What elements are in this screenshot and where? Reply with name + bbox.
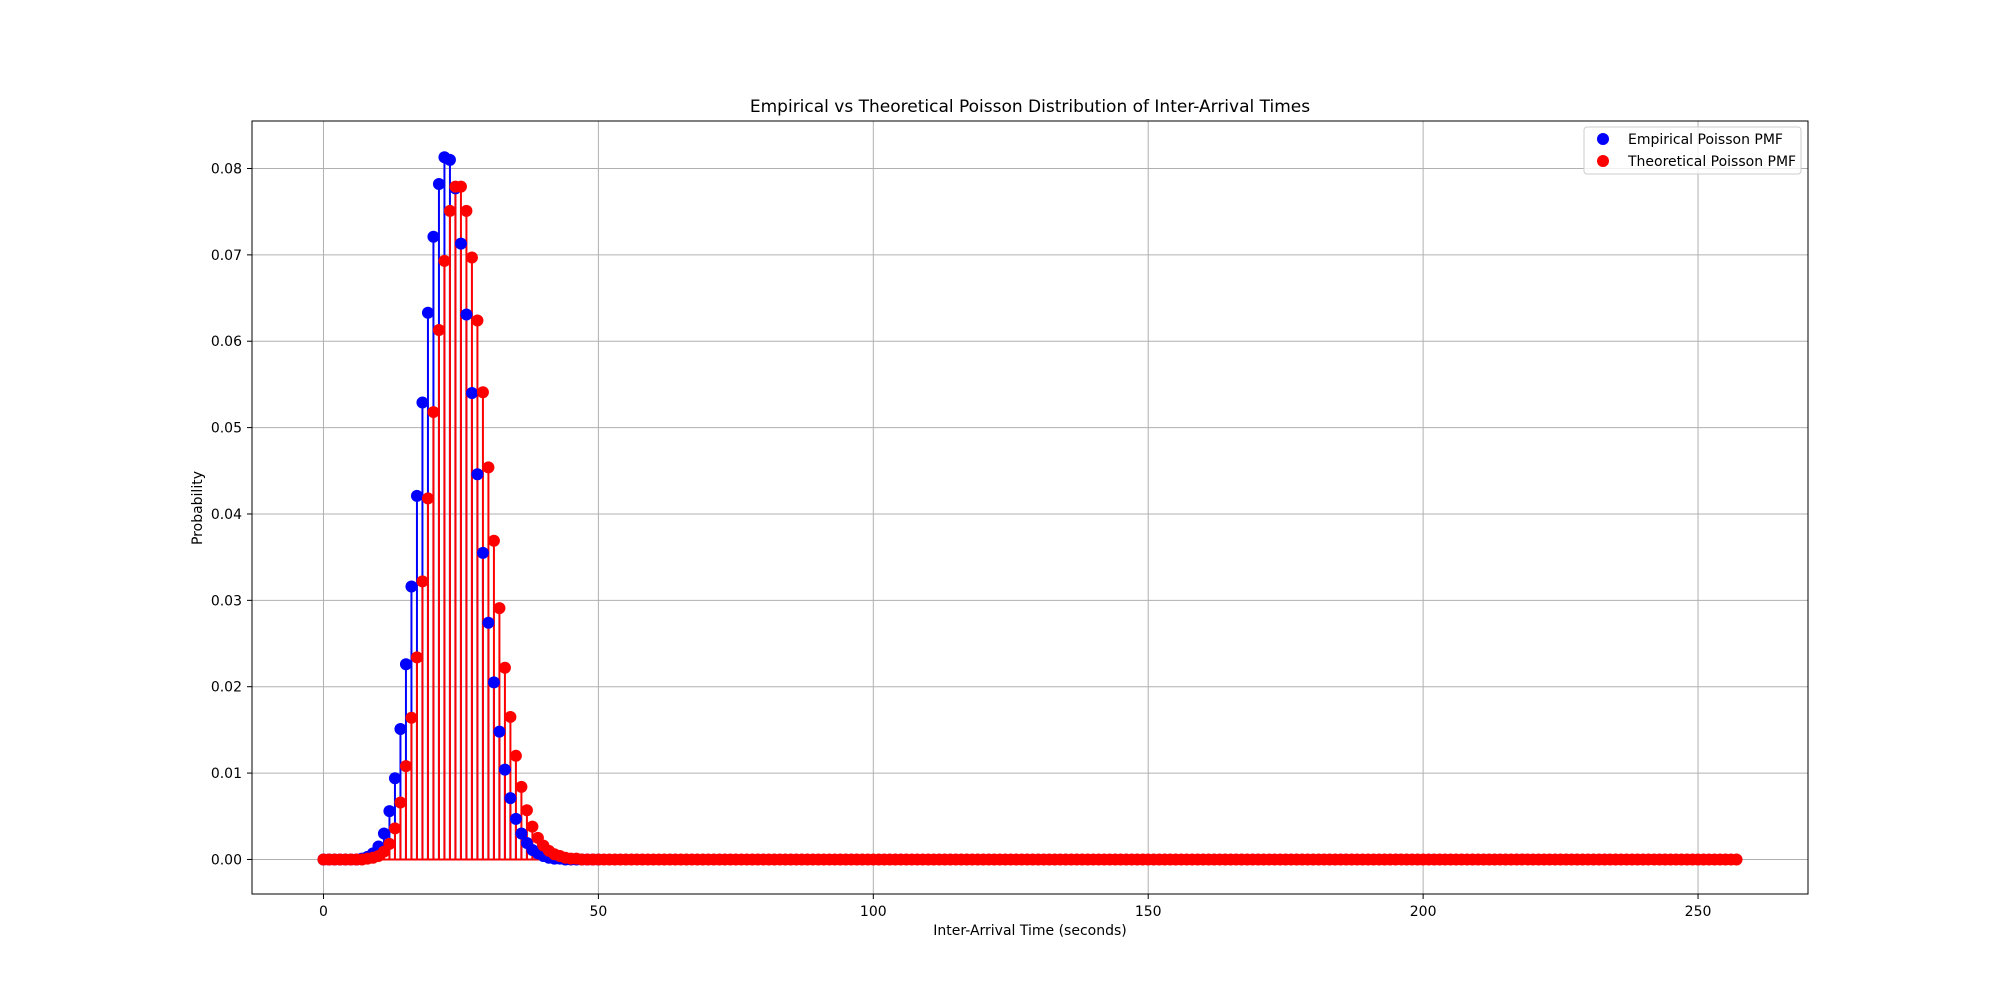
theoretical-point [443, 204, 456, 217]
y-tick-label: 0.00 [211, 852, 242, 868]
empirical-point [394, 723, 407, 736]
y-tick-label: 0.04 [211, 507, 242, 523]
plot-area-frame [251, 120, 1809, 895]
empirical-point [460, 308, 473, 321]
theoretical-point [454, 180, 467, 193]
empirical-point [405, 580, 418, 593]
empirical-point [493, 725, 506, 738]
x-tick-label: 150 [1135, 904, 1162, 920]
y-tick-label: 0.08 [211, 162, 242, 178]
theoretical-point [427, 406, 440, 419]
theoretical-point [493, 602, 506, 615]
theoretical-point [399, 760, 412, 773]
empirical-point [476, 546, 489, 559]
theoretical-point [509, 749, 522, 762]
x-tick-label: 50 [589, 904, 607, 920]
theoretical-point [520, 804, 533, 817]
empirical-point [432, 178, 445, 191]
theoretical-point [1730, 853, 1743, 866]
theoretical-point [438, 254, 451, 267]
theoretical-point [421, 492, 434, 505]
empirical-point [498, 763, 511, 776]
theoretical-point [405, 711, 418, 724]
empirical-point [515, 827, 528, 840]
y-tick-label: 0.07 [211, 248, 242, 264]
x-tick-label: 250 [1685, 904, 1712, 920]
y-tick-label: 0.03 [211, 593, 242, 609]
data-markers [317, 151, 1743, 866]
x-axis-label: Inter-Arrival Time (seconds) [933, 923, 1127, 939]
legend: Empirical Poisson PMF Theoretical Poisso… [1583, 126, 1802, 175]
empirical-point [427, 230, 440, 243]
legend-label-empirical: Empirical Poisson PMF [1628, 132, 1783, 148]
theoretical-point [515, 780, 528, 793]
y-tick-label: 0.06 [211, 334, 242, 350]
empirical-point [465, 387, 478, 400]
y-tick-label: 0.01 [211, 766, 242, 782]
legend-box [1583, 126, 1802, 175]
theoretical-point [410, 651, 423, 664]
empirical-point [509, 812, 522, 825]
empirical-point [416, 396, 429, 409]
theoretical-point [526, 820, 539, 833]
empirical-point [504, 792, 517, 805]
empirical-point [377, 827, 390, 840]
y-tick-label: 0.02 [211, 680, 242, 696]
grid-lines [252, 121, 1808, 894]
legend-marker-theoretical [1597, 155, 1609, 167]
theoretical-point [394, 796, 407, 809]
empirical-point [454, 237, 467, 250]
empirical-point [443, 153, 456, 166]
theoretical-point [482, 461, 495, 474]
empirical-point [482, 616, 495, 629]
theoretical-point [416, 575, 429, 588]
stem-lines [323, 157, 1737, 861]
x-tick-label: 100 [860, 904, 887, 920]
theoretical-point [476, 386, 489, 399]
empirical-point [487, 676, 500, 689]
y-axis-label: Probability [190, 471, 206, 545]
theoretical-point [487, 534, 500, 547]
theoretical-point [504, 710, 517, 723]
chart-title: Empirical vs Theoretical Poisson Distrib… [750, 97, 1310, 117]
x-tick-label: 0 [319, 904, 328, 920]
legend-label-theoretical: Theoretical Poisson PMF [1627, 154, 1796, 170]
theoretical-point [432, 324, 445, 337]
empirical-point [471, 468, 484, 481]
legend-marker-empirical [1597, 133, 1609, 145]
empirical-point [421, 306, 434, 319]
theoretical-point [471, 314, 484, 327]
theoretical-point [383, 837, 396, 850]
y-axis-ticks: 0.00 0.01 0.02 0.03 0.04 0.05 0.06 0.07 0.08 [211, 162, 252, 868]
x-tick-label: 200 [1410, 904, 1437, 920]
empirical-point [388, 772, 401, 785]
x-axis-ticks: 0 50 100 150 200 250 [319, 894, 1711, 920]
empirical-point [410, 489, 423, 502]
empirical-point [399, 658, 412, 671]
theoretical-point [498, 661, 511, 674]
theoretical-point [460, 204, 473, 217]
empirical-point [383, 805, 396, 818]
y-tick-label: 0.05 [211, 421, 242, 437]
theoretical-point [388, 822, 401, 835]
theoretical-point [465, 251, 478, 264]
